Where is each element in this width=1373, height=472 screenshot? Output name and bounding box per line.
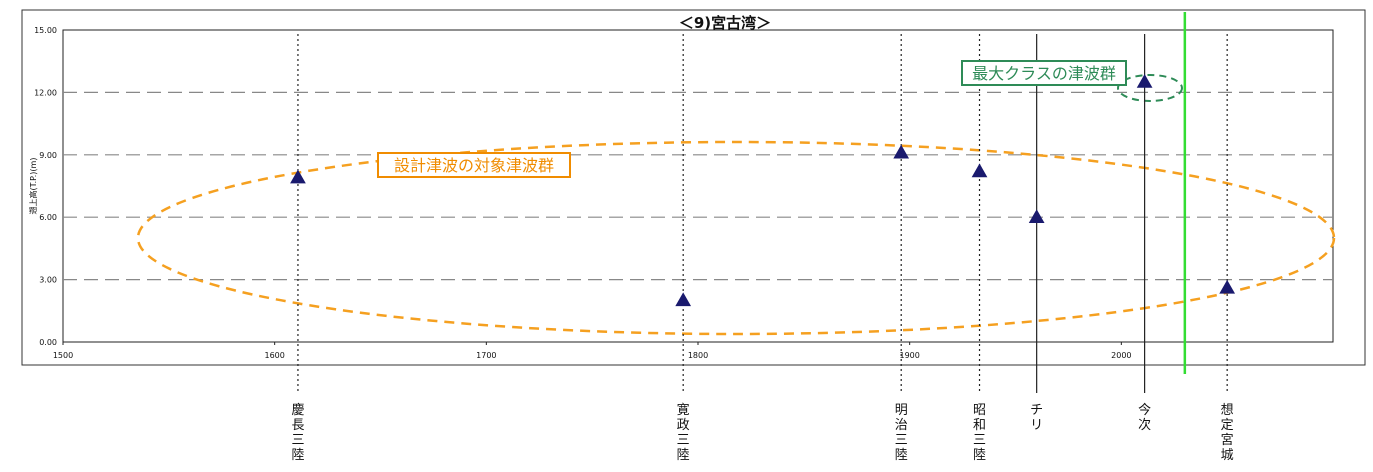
event-label-char: 城 [1221, 448, 1234, 463]
event-label-char: 想 [1221, 402, 1234, 418]
y-tick-label: 9.00 [39, 151, 57, 160]
event-label-char: 宮 [1221, 432, 1234, 448]
y-tick-label: 3.00 [39, 276, 57, 285]
data-point [1136, 73, 1153, 88]
event-label-char: 政 [677, 418, 690, 433]
event-label-char: 陸 [973, 447, 986, 463]
design-tsunami-label-box [377, 152, 571, 178]
data-point [1219, 279, 1236, 294]
event-label-char: 三 [895, 433, 908, 448]
data-point [675, 292, 692, 307]
event-label-char: 陸 [677, 447, 690, 463]
y-tick-label: 0.00 [39, 338, 57, 347]
max-class-ellipse [1117, 74, 1183, 102]
point-layer [290, 73, 1236, 307]
y-axis-label: 遡上高(T.P.)(m) [28, 158, 38, 215]
data-point [290, 169, 306, 184]
event-label-char: リ [1030, 418, 1043, 433]
event-label-char: 長 [291, 418, 304, 433]
event-label-char: 明 [895, 403, 908, 418]
x-tick-label: 1500 [53, 351, 73, 360]
y-tick-label: 6.00 [39, 213, 57, 222]
x-tick-label: 1800 [688, 351, 708, 360]
x-tick-label: 2000 [1111, 351, 1131, 360]
event-label-char: 治 [895, 418, 908, 433]
tick-layer: 0.00 3.00 6.00 9.00 12.00 15.00 1500 1600 1700 18… [34, 26, 1131, 360]
event-label-char: 陸 [291, 447, 304, 463]
chart-outer-frame [21, 9, 1366, 366]
ellipse-layer [136, 74, 1336, 336]
data-point [971, 163, 988, 178]
data-point [1028, 209, 1045, 223]
event-label-char: 陸 [895, 447, 908, 463]
event-label-char: 三 [677, 433, 690, 448]
max-class-annotation: 最大クラスの津波群 [961, 60, 1127, 86]
event-label-char: 今 [1138, 402, 1151, 418]
design-tsunami-ellipse [136, 140, 1336, 336]
data-point [893, 144, 910, 159]
event-label-char: 昭 [973, 403, 986, 418]
y-tick-label: 15.00 [34, 26, 57, 35]
x-tick-label: 1600 [264, 351, 284, 360]
grid-layer [63, 91, 1333, 281]
design-tsunami-label: 設計津波の対象津波群 [394, 156, 554, 175]
chart-title: ＜9)宮古湾＞ [679, 14, 771, 32]
event-label-char: 慶 [291, 403, 304, 418]
max-class-label-box [961, 60, 1127, 86]
x-tick-label: 1900 [899, 351, 919, 360]
x-tick-label: 1700 [476, 351, 496, 360]
event-label-char: 三 [973, 433, 986, 448]
event-label-char: 和 [973, 418, 986, 433]
event-label-char: 寛 [677, 402, 690, 418]
event-label-char: 三 [291, 433, 304, 448]
max-class-label: 最大クラスの津波群 [972, 64, 1116, 83]
event-label-char: 次 [1138, 417, 1151, 433]
design-tsunami-annotation: 設計津波の対象津波群 [377, 152, 571, 178]
plot-area [62, 29, 1334, 343]
event-label-char: チ [1030, 403, 1043, 418]
event-label-char: 定 [1221, 418, 1234, 433]
y-tick-label: 12.00 [34, 88, 57, 97]
